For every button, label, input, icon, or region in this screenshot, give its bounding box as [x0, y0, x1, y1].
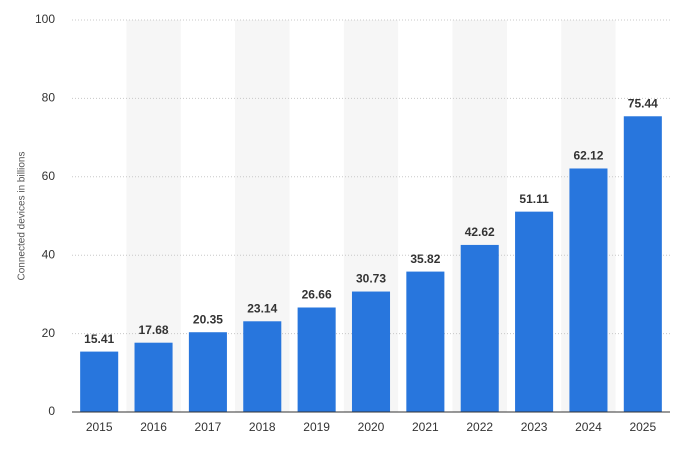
x-tick-label: 2022 [466, 420, 493, 434]
data-label: 17.68 [139, 323, 169, 337]
bar [515, 211, 554, 412]
y-axis-label: Connected devices in billions [17, 152, 28, 281]
y-tick-label: 100 [35, 12, 55, 26]
x-tick-label: 2023 [521, 420, 548, 434]
bar [406, 271, 445, 412]
y-tick-label: 40 [42, 247, 56, 261]
data-label: 26.66 [302, 288, 332, 302]
bar [297, 307, 336, 412]
x-tick-label: 2020 [358, 420, 385, 434]
bar [134, 342, 173, 412]
bar [623, 116, 662, 412]
data-label: 15.41 [84, 332, 114, 346]
x-tick-label: 2024 [575, 420, 602, 434]
y-tick-label: 0 [48, 404, 55, 418]
data-label: 30.73 [356, 272, 386, 286]
y-tick-label: 60 [42, 169, 56, 183]
x-tick-label: 2019 [303, 420, 330, 434]
bar [188, 332, 227, 412]
data-label: 35.82 [410, 252, 440, 266]
data-label: 62.12 [573, 149, 603, 163]
bar [460, 244, 499, 412]
data-label: 75.44 [628, 96, 658, 110]
x-tick-label: 2025 [629, 420, 656, 434]
data-label: 23.14 [247, 301, 277, 315]
bar [569, 168, 608, 412]
x-tick-label: 2018 [249, 420, 276, 434]
x-tick-label: 2015 [86, 420, 113, 434]
y-tick-label: 80 [42, 91, 56, 105]
data-label: 20.35 [193, 312, 223, 326]
y-tick-label: 20 [42, 326, 56, 340]
bar [351, 291, 391, 412]
data-label: 42.62 [465, 225, 495, 239]
x-tick-label: 2021 [412, 420, 439, 434]
data-label: 51.11 [519, 192, 549, 206]
x-tick-label: 2016 [140, 420, 167, 434]
x-tick-label: 2017 [195, 420, 222, 434]
bar [243, 321, 282, 412]
bar [80, 351, 119, 412]
